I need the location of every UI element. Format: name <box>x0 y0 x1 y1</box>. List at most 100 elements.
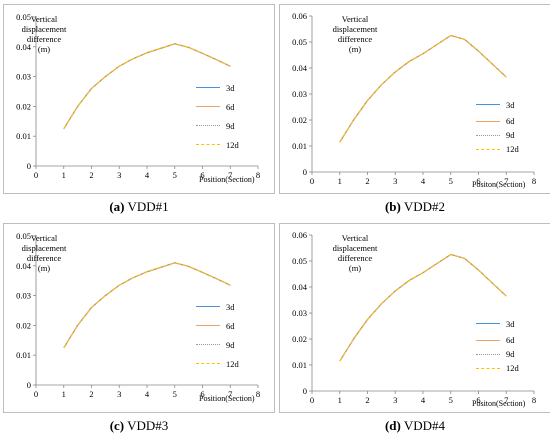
y-axis-label-line: (m) <box>348 44 362 54</box>
x-tick-label: 5 <box>449 395 453 405</box>
y-axis-label-line: (m) <box>348 263 362 273</box>
y-tick-label: 0.01 <box>16 350 31 360</box>
legend-swatch <box>476 353 500 355</box>
legend-swatch <box>476 134 500 136</box>
x-tick-label: 6 <box>476 395 480 405</box>
x-tick-label: 4 <box>145 389 150 399</box>
x-tick-label: 7 <box>228 389 232 399</box>
x-tick-label: 5 <box>173 170 177 180</box>
chart-svg: 0 1 2 3 4 5 6 7 8 0 0.01 0.02 0.03 0.04 0.05 0.06 <box>292 230 536 405</box>
y-axis-label: Vertical displacement difference (m) <box>322 14 388 54</box>
x-tick-label: 2 <box>365 395 369 405</box>
x-tick-label: 3 <box>117 170 121 180</box>
y-axis-label-line: displacement <box>21 24 67 34</box>
legend-swatch <box>476 339 500 341</box>
x-tick-label: 5 <box>449 176 453 186</box>
legend-swatch <box>196 363 220 364</box>
x-tick-label: 6 <box>200 389 204 399</box>
chart-svg: 0 1 2 3 4 5 6 7 8 0 0.01 0.02 0.03 0.04 0.05 <box>16 231 260 399</box>
y-tick-label: 0.01 <box>292 141 307 151</box>
y-axis-label-line: difference <box>337 253 373 263</box>
legend: 3d 6d 9d 12d <box>476 95 519 156</box>
x-tick-label: 3 <box>117 389 121 399</box>
legend-item: 9d <box>476 128 519 142</box>
legend-label: 3d <box>226 301 235 312</box>
x-tick-label: 2 <box>89 170 93 180</box>
y-tick-label: 0.01 <box>292 360 307 370</box>
legend-swatch <box>476 367 500 369</box>
legend-label: 9d <box>506 130 515 140</box>
legend-item: 9d <box>476 347 519 361</box>
legend-label: 3d <box>226 82 235 93</box>
y-tick-label: 0.05 <box>292 256 307 266</box>
y-tick-label: 0.05 <box>16 231 31 241</box>
x-tick-label: 0 <box>34 389 38 399</box>
y-tick-label: 0.06 <box>292 230 307 240</box>
y-tick-label: 0.05 <box>16 12 31 22</box>
x-tick-label: 2 <box>89 389 93 399</box>
legend-label: 9d <box>506 349 515 359</box>
legend-swatch <box>476 120 500 122</box>
legend-swatch <box>196 87 220 88</box>
legend-label: 12d <box>506 363 519 373</box>
figure-caption: (a) VDD#1 <box>3 199 275 215</box>
x-tick-label: 6 <box>476 176 480 186</box>
caption-letter: (a) <box>109 199 125 214</box>
x-tick-label: 4 <box>421 395 426 405</box>
x-tick-label: 4 <box>421 176 426 186</box>
legend-swatch <box>196 125 220 126</box>
y-tick-label: 0.04 <box>16 42 32 52</box>
legend-label: 3d <box>506 99 515 110</box>
legend-label: 6d <box>226 320 235 331</box>
x-tick-label: 0 <box>310 395 314 405</box>
chart-panel-c: 0 1 2 3 4 5 6 7 8 0 0.01 0.02 0.03 0.04 0.05 Vertical … <box>3 223 275 413</box>
x-tick-label: 8 <box>532 176 536 186</box>
legend-item: 3d <box>196 297 239 316</box>
legend-item: 12d <box>476 361 519 375</box>
y-axis-label-line: displacement <box>332 24 378 34</box>
legend: 3d 6d 9d 12d <box>476 314 519 375</box>
y-axis-label-line: Vertical <box>341 233 369 243</box>
y-tick-label: 0.02 <box>16 101 31 111</box>
legend-item: 6d <box>476 333 519 347</box>
y-tick-label: 0.04 <box>292 63 308 73</box>
x-tick-label: 2 <box>365 176 369 186</box>
legend-swatch <box>196 106 220 107</box>
legend-label: 9d <box>226 339 235 350</box>
legend-swatch <box>196 144 220 145</box>
y-tick-label: 0.01 <box>16 131 31 141</box>
legend-swatch <box>196 306 220 307</box>
x-tick-label: 1 <box>62 170 66 180</box>
y-tick-label: 0.02 <box>16 320 31 330</box>
legend-label: 12d <box>226 358 239 369</box>
legend-item: 6d <box>476 114 519 128</box>
y-axis-label-line: displacement <box>332 243 378 253</box>
y-axis-label-line: difference <box>337 34 373 44</box>
y-tick-label: 0.03 <box>16 72 31 82</box>
legend-label: 12d <box>226 139 239 150</box>
legend-item: 3d <box>476 95 519 114</box>
caption-letter: (b) <box>384 199 401 214</box>
y-tick-label: 0.02 <box>292 115 307 125</box>
y-axis-label: Vertical displacement difference (m) <box>322 233 388 273</box>
legend-item: 9d <box>196 116 239 135</box>
legend-label: 9d <box>226 120 235 131</box>
caption-letter: (d) <box>384 418 401 433</box>
series-line-12d <box>63 262 231 349</box>
y-axis-label-line: (m) <box>37 263 51 273</box>
y-axis-label-line: Vertical <box>30 233 58 243</box>
legend-label: 3d <box>506 318 515 329</box>
legend: 3d 6d 9d 12d <box>196 297 239 373</box>
x-axis-label: Position(Section) <box>199 394 255 403</box>
x-axis-label: Position(Section) <box>199 175 255 184</box>
legend-item: 3d <box>476 314 519 333</box>
x-tick-label: 6 <box>200 170 204 180</box>
y-tick-label: 0 <box>27 161 31 171</box>
caption-text: VDD#2 <box>400 199 446 214</box>
x-tick-label: 0 <box>310 176 314 186</box>
chart-panel-d: 0 1 2 3 4 5 6 7 8 0 0.01 0.02 0.03 0.04 0.05 0.06 Verti… <box>279 223 550 413</box>
chart-panel-a: 0 1 2 3 4 5 6 7 8 0 0.01 0.02 0.03 0.04 0.05 Vertical … <box>3 4 275 194</box>
legend: 3d 6d 9d 12d <box>196 78 239 154</box>
x-tick-label: 4 <box>145 170 150 180</box>
legend-label: 12d <box>506 144 519 154</box>
